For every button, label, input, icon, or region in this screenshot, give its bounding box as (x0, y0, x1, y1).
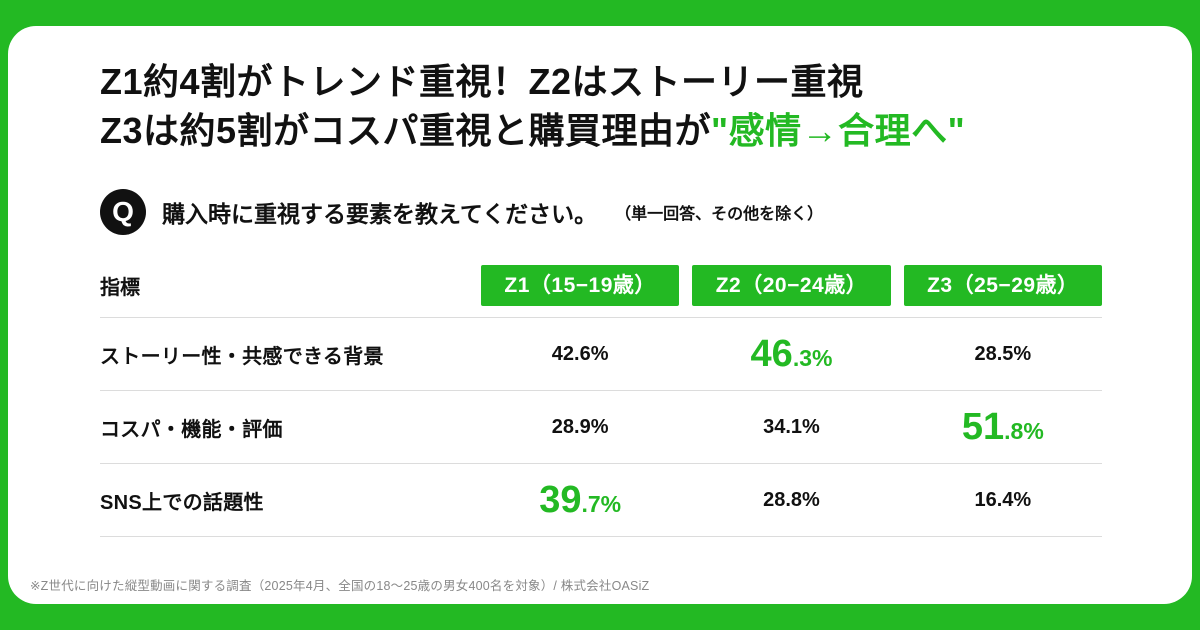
highlight-value-int: 51 (961, 405, 1005, 448)
row-label: SNS上での話題性 (100, 491, 264, 514)
question-note: （単一回答、その他を除く） (615, 206, 824, 224)
index-column-label: 指標 (100, 277, 140, 300)
table-row: コスパ・機能・評価 28.9% 34.1% 51.8% (100, 391, 1102, 465)
highlight-value-frac: .7% (581, 490, 622, 517)
question-text: 購入時に重視する要素を教えてください。 (162, 201, 598, 228)
table-row: SNS上での話題性 39.7% 28.8% 16.4% (100, 464, 1102, 538)
value-cell: 34.1% (763, 415, 820, 438)
row-label: ストーリー性・共感できる背景 (100, 345, 384, 368)
infographic-card: Z1約4割がトレンド重視！Z2はストーリー重視 Z3は約5割がコスパ重視と購買理… (8, 26, 1192, 604)
title-line-2-highlight: "感情→合理へ" (711, 109, 966, 151)
value-cell: 28.9% (551, 415, 609, 438)
value-cell: 42.6% (551, 342, 609, 365)
column-header-z3: Z3（25−29歳） (903, 265, 1102, 307)
value-cell: 28.5% (974, 342, 1032, 365)
data-table: 指標 Z1（15−19歳） Z2（20−24歳） Z3（25−29歳） ストーリ… (100, 265, 1102, 538)
title-line-2: Z3は約5割がコスパ重視と購買理由が"感情→合理へ" (100, 107, 1102, 156)
value-cell: 16.4% (974, 488, 1032, 511)
highlight-value-cell: 51.8% (904, 406, 1102, 449)
highlight-value-frac: .8% (1004, 417, 1044, 444)
highlight-value-cell: 46.3% (692, 333, 890, 376)
table-row: ストーリー性・共感できる背景 42.6% 46.3% 28.5% (100, 318, 1102, 392)
highlight-value-int: 46 (750, 332, 793, 375)
column-header-z1: Z1（15−19歳） (481, 265, 680, 307)
question-row: Q 購入時に重視する要素を教えてください。 （単一回答、その他を除く） (100, 189, 1102, 236)
source-note: ※Z世代に向けた縦型動画に関する調査（2025年4月、全国の18～25歳の男女4… (30, 579, 650, 593)
title-line-1: Z1約4割がトレンド重視！Z2はストーリー重視 (100, 61, 864, 102)
highlight-value-frac: .3% (792, 344, 833, 371)
table-header-row: 指標 Z1（15−19歳） Z2（20−24歳） Z3（25−29歳） (100, 265, 1102, 319)
page-title: Z1約4割がトレンド重視！Z2はストーリー重視 Z3は約5割がコスパ重視と購買理… (100, 58, 1102, 155)
title-line-2-black: Z3は約5割がコスパ重視と購買理由が (100, 109, 712, 151)
value-cell: 28.8% (763, 488, 820, 511)
row-label: コスパ・機能・評価 (100, 418, 283, 441)
highlight-value-cell: 39.7% (481, 479, 679, 522)
column-header-z2: Z2（20−24歳） (692, 265, 891, 307)
question-icon: Q (100, 189, 146, 236)
highlight-value-int: 39 (539, 478, 582, 521)
content-area: Z1約4割がトレンド重視！Z2はストーリー重視 Z3は約5割がコスパ重視と購買理… (8, 26, 1192, 538)
